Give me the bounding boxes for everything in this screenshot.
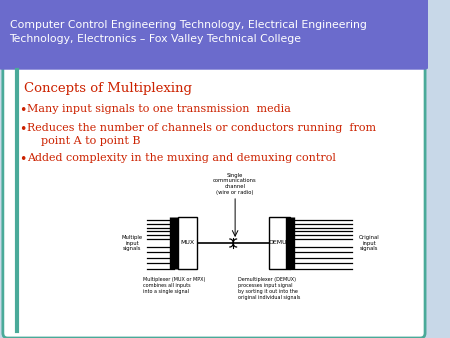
Text: •: • xyxy=(19,153,27,166)
Text: •: • xyxy=(19,123,27,136)
Text: Computer Control Engineering Technology, Electrical Engineering
Technology, Elec: Computer Control Engineering Technology,… xyxy=(9,20,366,44)
Text: Concepts of Multiplexing: Concepts of Multiplexing xyxy=(24,82,192,95)
Text: Added complexity in the muxing and demuxing control: Added complexity in the muxing and demux… xyxy=(27,153,336,163)
Text: Single
communications
channel
(wire or radio): Single communications channel (wire or r… xyxy=(213,173,257,195)
Text: Original
input
signals: Original input signals xyxy=(359,235,379,251)
Text: •: • xyxy=(19,104,27,117)
Text: Many input signals to one transmission  media: Many input signals to one transmission m… xyxy=(27,104,291,114)
FancyBboxPatch shape xyxy=(3,63,425,338)
Text: Multiple
input
signals: Multiple input signals xyxy=(122,235,143,251)
Text: Multiplexer (MUX or MPX)
combines all inputs
into a single signal: Multiplexer (MUX or MPX) combines all in… xyxy=(143,277,205,294)
Text: Reduces the number of channels or conductors running  from
    point A to point : Reduces the number of channels or conduc… xyxy=(27,123,376,146)
Text: Demultiplexer (DEMUX)
processes input signal
by sorting it out into the
original: Demultiplexer (DEMUX) processes input si… xyxy=(238,277,300,300)
Bar xyxy=(269,217,290,269)
Text: DEMUX: DEMUX xyxy=(268,241,291,245)
Bar xyxy=(178,217,197,269)
FancyBboxPatch shape xyxy=(0,0,429,69)
Text: MUX: MUX xyxy=(181,241,195,245)
